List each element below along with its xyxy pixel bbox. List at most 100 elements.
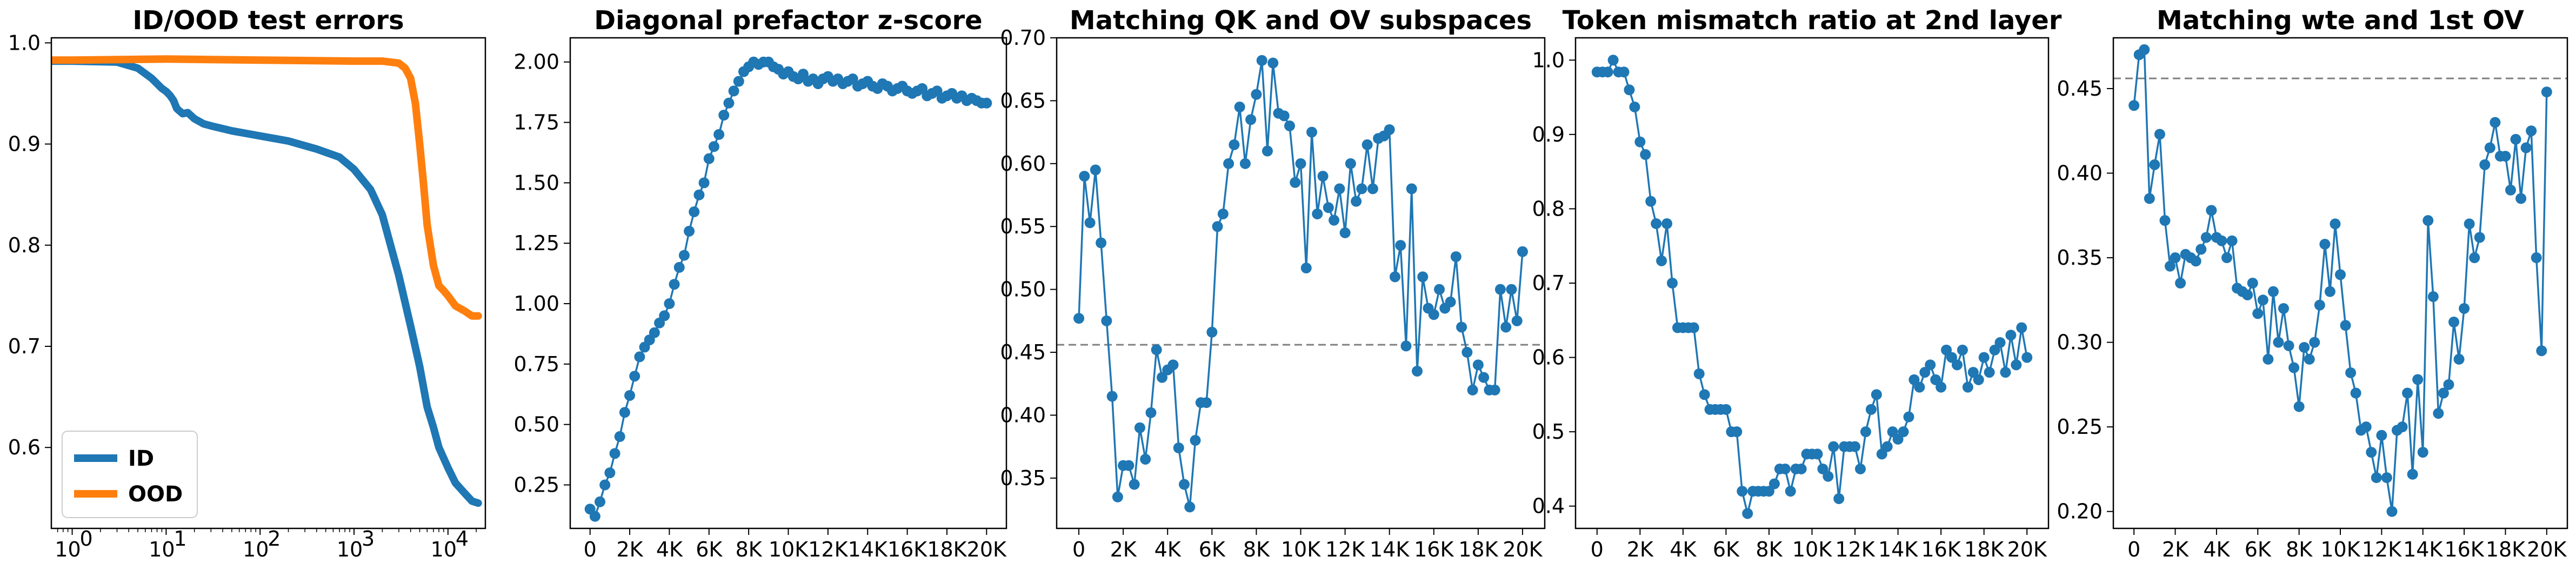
x-tick-label: 16K (2444, 538, 2484, 561)
data-point (1763, 486, 1774, 497)
data-point (2350, 387, 2361, 399)
data-point (2293, 401, 2305, 412)
data-point (1428, 309, 1439, 320)
y-tick-label: 0.70 (1000, 26, 1046, 50)
data-point (1400, 340, 1412, 352)
data-point (1494, 284, 1506, 295)
data-point (1234, 102, 1245, 113)
data-point (1384, 124, 1395, 135)
data-point (2407, 468, 2418, 480)
y-tick-label: 0.35 (2057, 246, 2103, 270)
data-point (2252, 308, 2264, 319)
data-point (2412, 374, 2424, 385)
data-point (1720, 404, 1732, 415)
data-point (2371, 472, 2382, 484)
data-point (1898, 426, 1909, 438)
data-point (1962, 381, 1973, 393)
x-tick-label: 6K (1199, 538, 1226, 561)
data-point (595, 496, 606, 507)
x-tick-label: 2K (1110, 538, 1137, 561)
y-tick-label: 0.20 (2057, 500, 2103, 524)
y-tick-label: 1.75 (513, 111, 559, 135)
data-point (634, 351, 645, 363)
data-point (1461, 347, 1473, 358)
chart-title: Diagonal prefactor z-score (594, 5, 982, 36)
series-line-1 (1596, 59, 2028, 515)
data-point (1693, 368, 1705, 379)
data-point (1267, 57, 1279, 69)
x-tick-label: 0 (1072, 538, 1085, 561)
data-point (2005, 330, 2017, 341)
data-point (2263, 353, 2274, 365)
data-point (1323, 202, 1334, 213)
y-tick-label: 0.8 (1532, 197, 1565, 220)
x-tick-label: 8K (1756, 538, 1783, 561)
data-point (1096, 237, 1107, 249)
data-point (1290, 177, 1301, 188)
data-point (669, 279, 680, 290)
x-tick-label: 14K (848, 538, 888, 561)
data-point (1742, 508, 1753, 519)
data-point (2438, 387, 2449, 399)
chart-title: Matching wte and 1st OV (2157, 5, 2524, 36)
data-point (2139, 44, 2150, 55)
series-line-ood (51, 55, 482, 320)
data-point (1406, 183, 1417, 195)
data-point (1173, 442, 1184, 453)
data-point (728, 85, 739, 97)
y-tick-label: 0.40 (2057, 161, 2103, 185)
x-tick-label: 18K (1458, 538, 1498, 561)
axes-frame (569, 37, 1007, 529)
x-tick-label: 0 (1591, 538, 1604, 561)
data-point (1871, 389, 1882, 400)
axes-frame (2112, 37, 2568, 529)
x-tick-label: 18K (927, 538, 967, 561)
data-point (1106, 391, 1118, 402)
data-point (2170, 252, 2181, 264)
data-point (1607, 55, 1619, 66)
data-point (1084, 217, 1096, 229)
data-point (2443, 379, 2454, 390)
data-point (1511, 315, 1523, 326)
data-point (2257, 294, 2268, 306)
y-tick-label: 2.00 (513, 50, 559, 74)
chart-panel-3: Matching QK and OV subspaces 0 2K 4K 6K 8K 10K… (1000, 5, 1546, 561)
y-tick-label: 0.50 (513, 413, 559, 437)
data-point (1634, 136, 1646, 147)
data-point (693, 189, 705, 200)
data-point (1478, 372, 1490, 383)
data-point (609, 448, 620, 459)
data-point (1339, 227, 1351, 238)
data-point (1930, 374, 1941, 385)
data-point (2340, 320, 2351, 331)
axes-frame (1574, 37, 2050, 529)
data-point (713, 129, 725, 140)
x-tick-label: 16K (1921, 538, 1961, 561)
data-point (1417, 271, 1429, 283)
x-tick-label: 20K (2527, 538, 2567, 561)
data-point (2515, 193, 2527, 204)
x-tick-label: 10K (2320, 538, 2360, 561)
data-point (1823, 471, 1834, 482)
data-point (1936, 381, 1947, 393)
data-point (664, 298, 675, 310)
data-point (2149, 159, 2160, 170)
y-tick-label: 0.60 (1000, 152, 1046, 176)
data-point (2309, 337, 2320, 348)
series-line-1 (1078, 59, 1524, 508)
data-point (1865, 404, 1877, 415)
data-point (2402, 387, 2413, 399)
data-point (2000, 367, 2011, 378)
x-tick-label: 12K (808, 538, 848, 561)
data-point (2283, 340, 2294, 351)
data-point (1101, 315, 1112, 326)
data-point (1145, 407, 1157, 418)
x-tick-label: 4K (2203, 538, 2230, 561)
data-point (1908, 374, 1920, 385)
data-point (1256, 55, 1267, 66)
x-tick-label: 10 (149, 538, 175, 561)
data-point (698, 177, 710, 189)
data-point (2448, 317, 2459, 328)
data-point (1656, 255, 1667, 266)
